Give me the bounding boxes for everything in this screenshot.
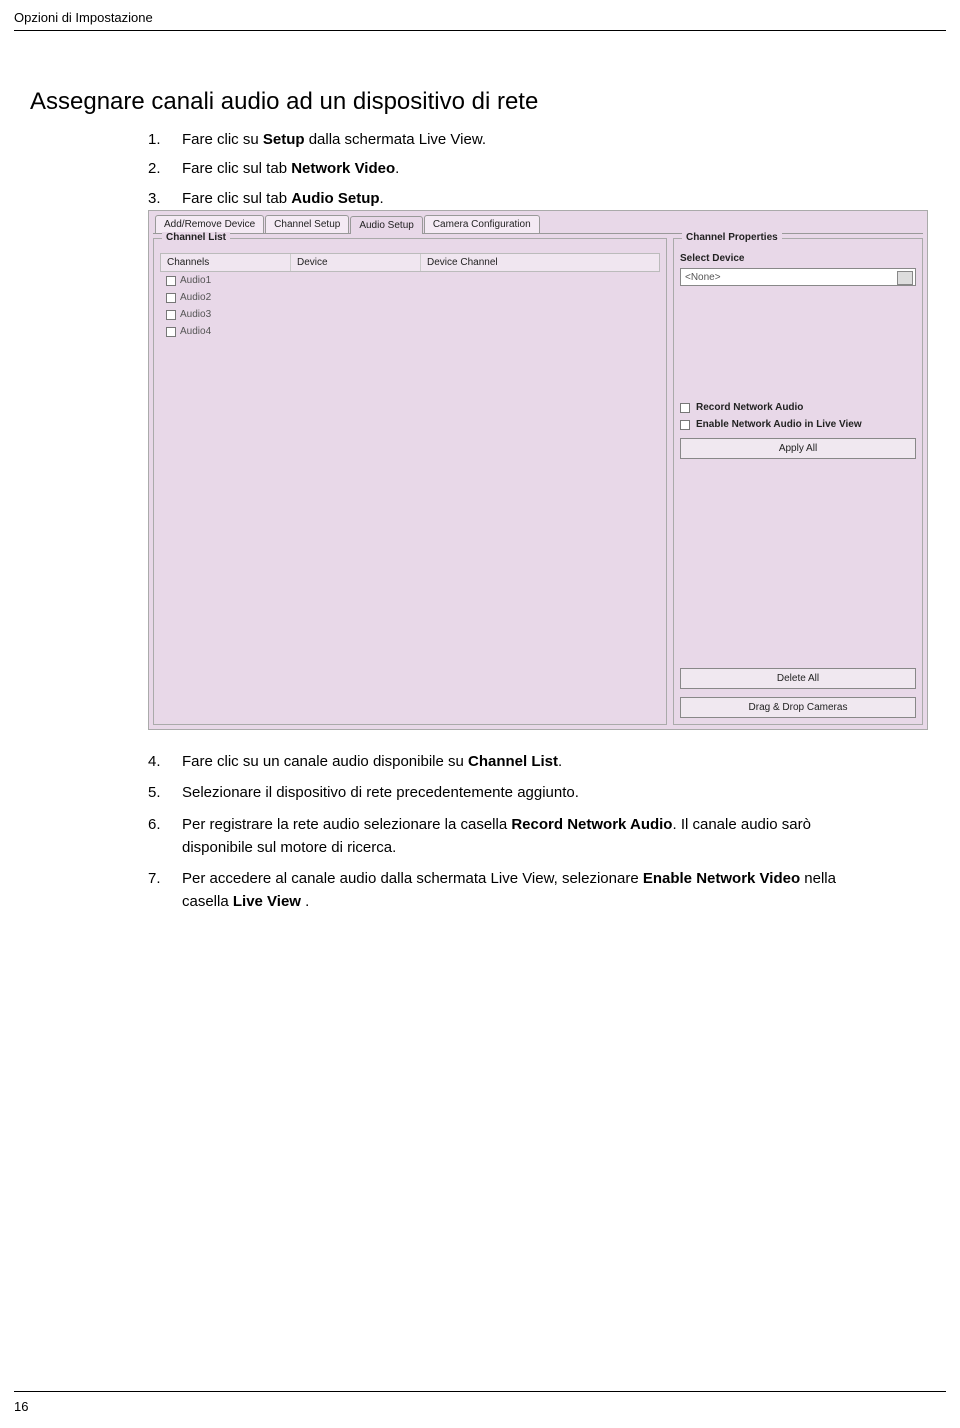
checkbox-icon — [166, 293, 176, 303]
table-row[interactable]: Audio2 — [160, 289, 660, 306]
channel-properties-legend: Channel Properties — [682, 232, 782, 243]
list-item: 1.Fare clic su Setup dalla schermata Liv… — [148, 128, 840, 151]
record-network-audio-label: Record Network Audio — [696, 402, 803, 413]
checkbox-icon — [166, 310, 176, 320]
enable-network-audio-label: Enable Network Audio in Live View — [696, 419, 862, 430]
checkbox-icon — [680, 420, 690, 430]
channel-table-body: Audio1Audio2Audio3Audio4 — [160, 272, 660, 340]
section-title: Assegnare canali audio ad un dispositivo… — [30, 88, 538, 116]
checkbox-icon — [166, 327, 176, 337]
channel-list-legend: Channel List — [162, 232, 230, 243]
list-item: 5.Selezionare il dispositivo di rete pre… — [148, 781, 840, 804]
record-network-audio-checkbox[interactable]: Record Network Audio — [680, 402, 916, 413]
channel-list-fieldset: Channel List Channels Device Device Chan… — [153, 238, 667, 725]
select-device-dropdown[interactable]: <None> — [680, 268, 916, 286]
tab-add-remove-device[interactable]: Add/Remove Device — [155, 215, 264, 233]
steps-bottom: 4.Fare clic su un canale audio disponibi… — [148, 750, 840, 922]
list-item: 7.Per accedere al canale audio dalla sch… — [148, 867, 840, 914]
table-row[interactable]: Audio3 — [160, 306, 660, 323]
table-row[interactable]: Audio1 — [160, 272, 660, 289]
list-item: 4.Fare clic su un canale audio disponibi… — [148, 750, 840, 773]
header-rule — [14, 30, 946, 31]
steps-top: 1.Fare clic su Setup dalla schermata Liv… — [148, 128, 840, 216]
page-number: 16 — [14, 1399, 28, 1414]
select-device-label: Select Device — [680, 253, 916, 264]
table-row[interactable]: Audio4 — [160, 323, 660, 340]
page-header: Opzioni di Impostazione — [14, 10, 153, 25]
list-item: 6.Per registrare la rete audio seleziona… — [148, 813, 840, 860]
drag-drop-cameras-button[interactable]: Drag & Drop Cameras — [680, 697, 916, 718]
col-device-channel: Device Channel — [421, 254, 659, 271]
channel-properties-fieldset: Channel Properties Select Device <None> … — [673, 238, 923, 725]
channel-table-header: Channels Device Device Channel — [160, 253, 660, 272]
list-item: 2.Fare clic sul tab Network Video. — [148, 157, 840, 180]
checkbox-icon — [680, 403, 690, 413]
tab-audio-setup[interactable]: Audio Setup — [350, 216, 423, 234]
tab-camera-configuration[interactable]: Camera Configuration — [424, 215, 540, 233]
tab-channel-setup[interactable]: Channel Setup — [265, 215, 349, 233]
delete-all-button[interactable]: Delete All — [680, 668, 916, 689]
col-device: Device — [291, 254, 421, 271]
apply-all-button[interactable]: Apply All — [680, 438, 916, 459]
enable-network-audio-checkbox[interactable]: Enable Network Audio in Live View — [680, 419, 916, 430]
checkbox-icon — [166, 276, 176, 286]
tab-bar: Add/Remove DeviceChannel SetupAudio Setu… — [155, 215, 927, 233]
footer-rule — [14, 1391, 946, 1392]
col-channels: Channels — [161, 254, 291, 271]
list-item: 3.Fare clic sul tab Audio Setup. — [148, 187, 840, 210]
screenshot-panel: Add/Remove DeviceChannel SetupAudio Setu… — [148, 210, 928, 730]
